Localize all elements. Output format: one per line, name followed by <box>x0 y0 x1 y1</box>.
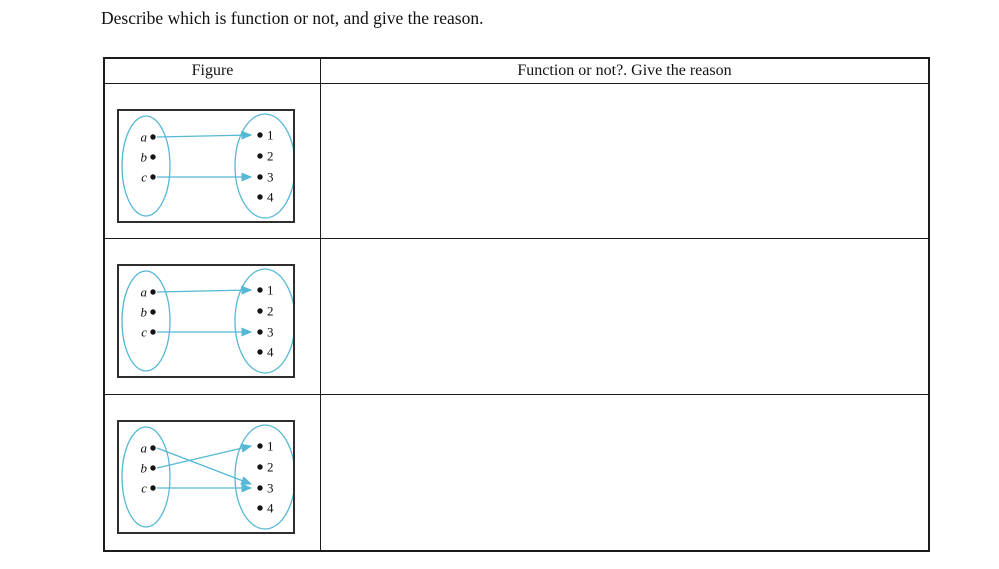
svg-text:b: b <box>141 460 148 475</box>
svg-text:3: 3 <box>267 170 274 185</box>
svg-text:a: a <box>141 440 148 455</box>
answer-cell-1 <box>321 84 928 240</box>
svg-text:2: 2 <box>267 459 274 474</box>
column-header-figure: Figure <box>105 59 321 84</box>
svg-text:c: c <box>141 480 147 495</box>
svg-text:a: a <box>141 130 148 145</box>
svg-text:3: 3 <box>267 480 274 495</box>
svg-text:1: 1 <box>267 438 274 453</box>
svg-text:3: 3 <box>267 325 274 340</box>
svg-text:4: 4 <box>267 500 274 515</box>
page-title: Describe which is function or not, and g… <box>101 8 484 28</box>
column-header-answer: Function or not?. Give the reason <box>321 59 928 84</box>
svg-text:2: 2 <box>267 149 274 164</box>
svg-text:b: b <box>141 150 148 165</box>
svg-text:c: c <box>141 170 147 185</box>
answer-cell-3 <box>321 395 928 550</box>
svg-text:1: 1 <box>267 128 274 143</box>
answer-cell-2 <box>321 239 928 395</box>
mapping-diagram-3: abc 1 2 3 4 <box>117 419 295 534</box>
question-table: Figure Function or not?. Give the reason… <box>103 57 930 552</box>
svg-text:2: 2 <box>267 304 274 319</box>
mapping-diagram-2: abc 1 2 3 4 <box>117 264 295 379</box>
svg-text:4: 4 <box>267 345 274 360</box>
svg-text:4: 4 <box>267 190 274 205</box>
svg-text:b: b <box>141 305 148 320</box>
svg-text:c: c <box>141 325 147 340</box>
mapping-diagram-1: abc 1 2 3 4 <box>117 109 295 223</box>
svg-text:1: 1 <box>267 283 274 298</box>
svg-text:a: a <box>141 285 148 300</box>
